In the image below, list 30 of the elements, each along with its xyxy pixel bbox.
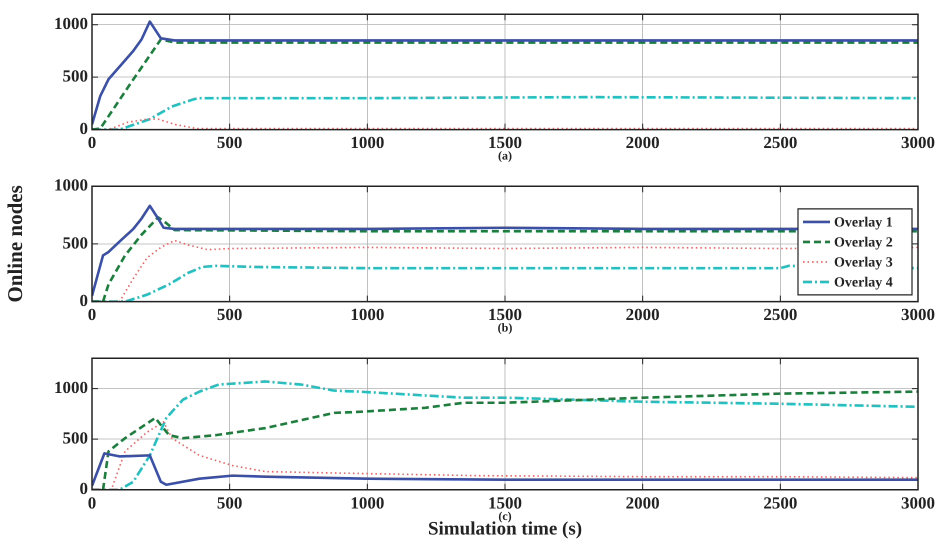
x-tick-label: 3000 (901, 493, 935, 512)
x-tick-label: 2500 (763, 133, 798, 152)
y-tick-label: 0 (80, 118, 88, 138)
x-tick-label: 3000 (901, 305, 935, 324)
x-tick-label: 2000 (626, 493, 660, 512)
legend-label: Overlay 2 (834, 236, 893, 251)
y-tick-label: 0 (80, 479, 88, 498)
x-tick-label: 2000 (626, 133, 660, 152)
x-tick-label: 500 (216, 133, 242, 152)
x-tick-label: 1000 (350, 133, 384, 152)
x-tick-label: 2000 (626, 305, 660, 324)
x-tick-label: 500 (216, 305, 242, 324)
y-tick-label: 0 (80, 290, 88, 310)
x-tick-label: 1000 (350, 493, 384, 512)
legend-label: Overlay 1 (834, 216, 893, 231)
x-tick-label: 500 (216, 493, 242, 512)
x-tick-label: 2500 (763, 305, 798, 324)
y-tick-label: 1000 (54, 176, 88, 195)
x-tick-label: 2500 (763, 493, 798, 512)
y-tick-label: 500 (62, 66, 88, 86)
x-tick-label: 1000 (350, 305, 384, 324)
line-series (92, 38, 918, 130)
y-tick-label: 1000 (54, 378, 88, 397)
y-axis-title: Online nodes (3, 185, 28, 303)
y-tick-label: 500 (62, 233, 88, 252)
legend-label: Overlay 4 (834, 276, 893, 291)
y-tick-label: 500 (62, 428, 88, 448)
legend-label: Overlay 3 (834, 256, 893, 271)
y-tick-label: 1000 (54, 14, 88, 34)
x-tick-label: 3000 (901, 133, 935, 152)
